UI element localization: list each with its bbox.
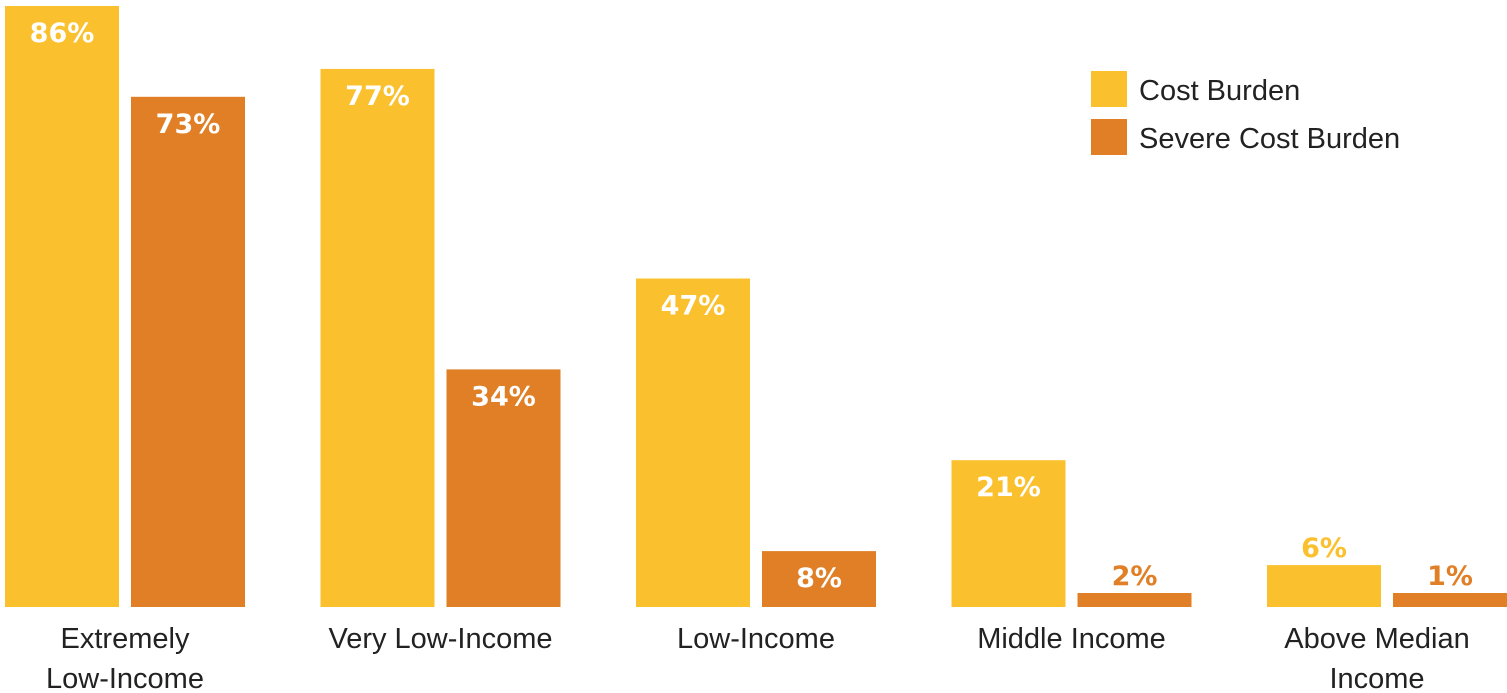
- legend-label-1: Severe Cost Burden: [1139, 123, 1400, 155]
- bars-group: [5, 6, 1507, 608]
- bar-severe-cost-burden-4: [1393, 593, 1507, 607]
- legend-swatch-1: [1091, 119, 1127, 155]
- bar-severe-cost-burden-0: [131, 96, 245, 608]
- legend: Cost Burden Severe Cost Burden: [1091, 71, 1400, 155]
- value-label-1-4: 1%: [1427, 561, 1473, 592]
- category-label-0: Extremely Low-Income: [46, 623, 204, 693]
- value-label-0-0: 86%: [30, 18, 95, 49]
- value-label-1-3: 2%: [1112, 561, 1158, 592]
- bar-severe-cost-burden-1: [446, 369, 561, 607]
- value-labels-group: 86% 73% 77% 34% 47% 8% 21% 2% 6% 1%: [30, 18, 1473, 594]
- bar-cost-burden-4: [1267, 565, 1381, 607]
- value-label-1-0: 73%: [156, 109, 221, 140]
- bar-cost-burden-1: [320, 68, 435, 607]
- value-label-1-2: 8%: [796, 563, 842, 594]
- legend-swatch-0: [1091, 71, 1127, 107]
- value-label-0-2: 47%: [661, 291, 726, 322]
- category-label-1: Very Low-Income: [328, 623, 552, 655]
- category-label-4: Above Median Income: [1284, 623, 1469, 693]
- legend-label-0: Cost Burden: [1139, 75, 1300, 107]
- value-label-0-1: 77%: [345, 81, 410, 112]
- bar-cost-burden-3: [951, 460, 1066, 607]
- bar-severe-cost-burden-3: [1077, 593, 1192, 607]
- bar-cost-burden-0: [5, 6, 119, 607]
- value-label-0-4: 6%: [1301, 533, 1347, 564]
- category-label-3: Middle Income: [977, 623, 1166, 655]
- value-label-0-3: 21%: [976, 472, 1041, 503]
- value-label-1-1: 34%: [471, 381, 536, 412]
- bar-severe-cost-burden-2: [762, 551, 876, 607]
- category-label-2: Low-Income: [677, 623, 835, 655]
- bar-cost-burden-2: [636, 278, 750, 607]
- category-labels-group: Extremely Low-Income Very Low-Income Low-In…: [46, 623, 1470, 693]
